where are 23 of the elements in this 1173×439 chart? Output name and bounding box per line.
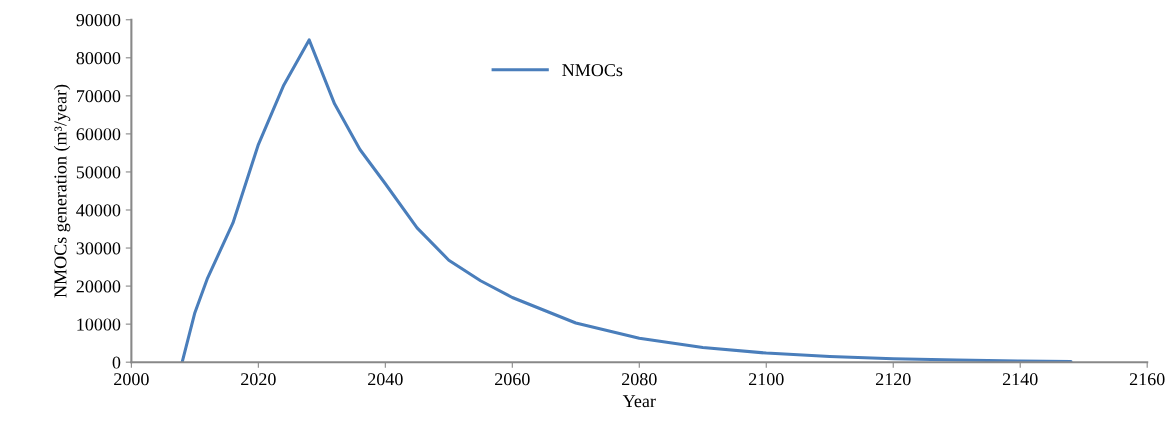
x-tick-label: 2040 [368,373,403,386]
x-tick-label: 2120 [875,373,911,386]
y-tick-label: 30000 [76,242,121,255]
x-tick-label: 2160 [1129,373,1165,386]
y-tick-label: 60000 [76,128,121,141]
y-tick-label: 50000 [76,166,121,179]
y-tick-label: 20000 [76,280,121,293]
y-tick-label: 10000 [77,318,121,331]
y-tick-label: 40000 [76,204,121,217]
y-axis-title: NMOCs generation (m³/year) [53,84,71,298]
y-tick-label: 0 [112,356,121,369]
x-tick-label: 2140 [1002,373,1038,386]
x-tick-label: 2020 [241,373,276,386]
x-tick-label: 2080 [622,373,657,386]
legend-label: NMOCs [562,64,623,77]
x-tick-label: 2060 [495,373,530,386]
x-tick-label: 2000 [114,373,149,386]
y-tick-label: 70000 [77,90,121,103]
y-tick-label: 80000 [76,52,121,65]
x-tick-label: 2100 [749,373,784,386]
y-tick-label: 90000 [76,14,121,27]
x-axis-title: Year [622,395,656,408]
line-series [180,38,1073,363]
